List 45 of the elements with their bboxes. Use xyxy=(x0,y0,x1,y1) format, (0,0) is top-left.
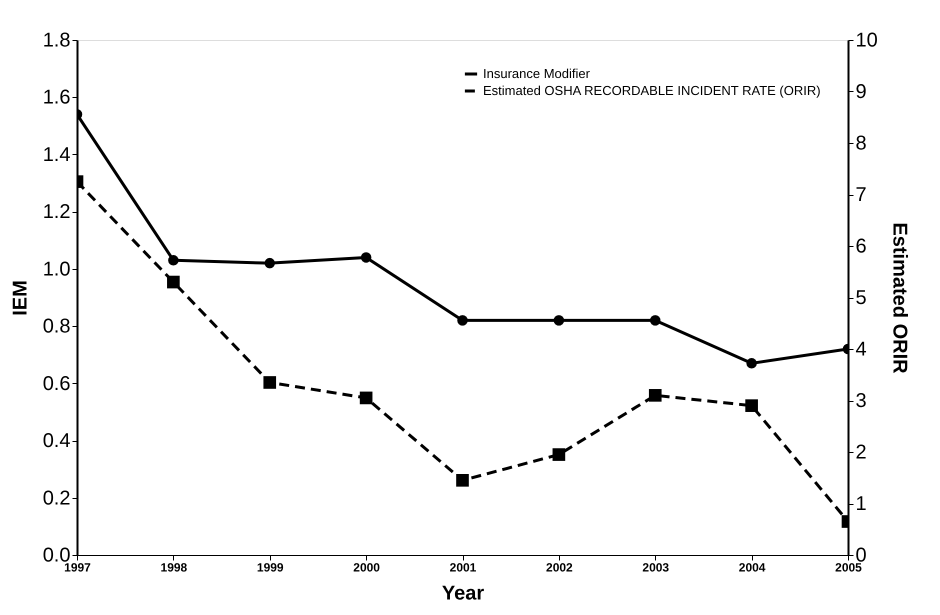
x-tick-label: 2001 xyxy=(450,560,477,574)
y-tick-label: 1.4 xyxy=(42,144,70,166)
y2-tick-label: 2 xyxy=(856,442,867,464)
x-tick-label: 2003 xyxy=(642,560,670,574)
y-tick-label: 0.8 xyxy=(42,316,70,338)
point xyxy=(360,252,372,263)
legend-label: Estimated OSHA RECORDABLE INCIDENT RATE (ORIR) xyxy=(483,83,821,98)
y2-axis-title: Estimated ORIR xyxy=(888,222,911,374)
y2-tick-label: 3 xyxy=(856,390,867,412)
legend-label: Insurance Modifier xyxy=(483,66,591,81)
y2-tick-label: 5 xyxy=(856,287,867,309)
y2-tick-label: 9 xyxy=(856,81,867,103)
point xyxy=(264,258,275,268)
y-tick-label: 0.4 xyxy=(42,430,70,452)
point xyxy=(167,276,180,288)
point xyxy=(456,474,469,487)
y2-tick-label: 4 xyxy=(856,338,867,360)
x-tick-label: 2000 xyxy=(353,560,380,574)
point xyxy=(168,255,179,266)
x-tick-label: 1998 xyxy=(160,560,188,574)
y-tick-label: 0.2 xyxy=(42,487,70,510)
x-tick-label: 1999 xyxy=(256,560,284,574)
y2-tick-label: 10 xyxy=(856,30,878,52)
y-tick-label: 1.6 xyxy=(42,86,70,109)
point xyxy=(554,315,564,326)
x-tick-label: 2004 xyxy=(738,560,766,574)
point xyxy=(263,376,276,389)
y2-tick-label: 1 xyxy=(856,493,867,515)
y2-tick-label: 7 xyxy=(856,184,867,206)
x-axis-title: Year xyxy=(442,582,484,604)
point xyxy=(552,448,566,461)
point xyxy=(746,358,757,369)
y-axis-title: IEM xyxy=(10,280,32,316)
x-tick-label: 2002 xyxy=(546,560,574,574)
point xyxy=(650,315,660,326)
point xyxy=(457,315,468,326)
y2-tick-label: 6 xyxy=(856,236,867,258)
point xyxy=(360,392,372,404)
y-tick-label: 1.2 xyxy=(42,201,70,224)
point xyxy=(745,399,758,412)
point xyxy=(648,389,662,402)
y-tick-label: 1.0 xyxy=(42,258,70,280)
y2-tick-label: 8 xyxy=(856,132,867,154)
y-tick-label: 0.6 xyxy=(42,372,70,395)
y-tick-label: 1.8 xyxy=(42,30,70,52)
